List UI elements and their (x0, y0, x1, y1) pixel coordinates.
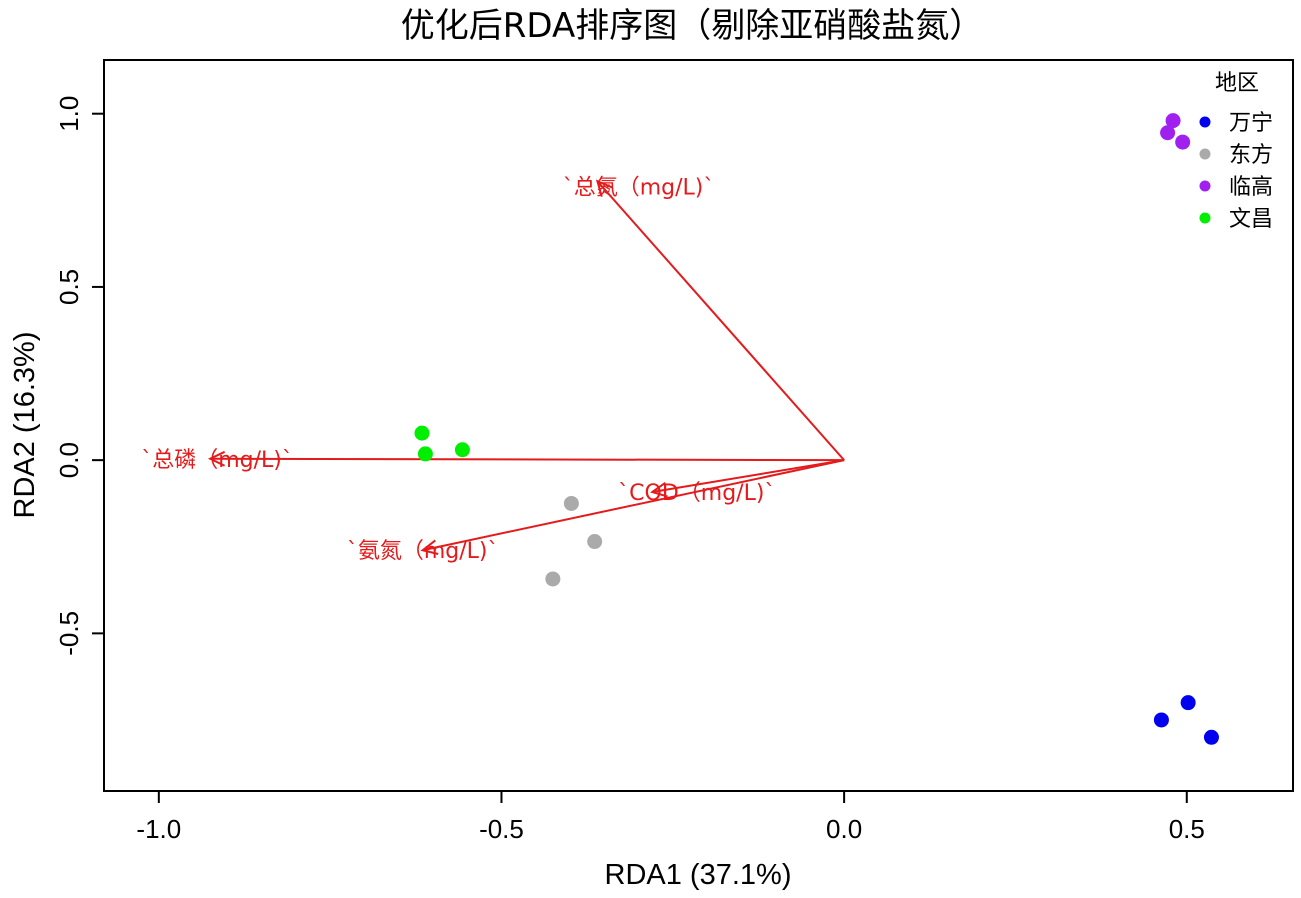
legend-title: 地区 (1215, 71, 1259, 96)
data-point (587, 534, 603, 550)
legend-entry: 万宁 (1229, 111, 1273, 136)
y-tick-label: 0.0 (54, 442, 84, 478)
legend-swatch (1199, 148, 1211, 160)
arrow-line (652, 459, 845, 494)
site-points (414, 113, 1219, 745)
x-tick-label: 0.5 (1169, 814, 1205, 844)
x-tick-label: -1.0 (136, 814, 181, 844)
x-axis: -1.0 -0.5 0.0 0.5 (136, 791, 1205, 844)
legend-swatch (1199, 212, 1211, 224)
legend-entry: 文昌 (1229, 207, 1273, 232)
arrow-label: `氨氮（mg/L)` (347, 539, 499, 564)
arrow-head (420, 539, 439, 555)
y-tick-label: -0.5 (54, 611, 84, 656)
data-point (563, 495, 579, 511)
data-point (1175, 134, 1191, 150)
plot-frame (103, 59, 1294, 792)
arrow-head (595, 179, 613, 197)
x-tick-label: -0.5 (479, 814, 524, 844)
arrow-line (596, 180, 845, 461)
data-point (1153, 712, 1169, 728)
arrow-label: `总磷（mg/L)` (141, 448, 293, 473)
data-point (414, 425, 430, 441)
data-point (1160, 125, 1176, 141)
arrow-head (649, 481, 668, 498)
data-point (545, 571, 561, 587)
data-point (417, 446, 433, 462)
chart-title: 优化后RDA排序图（剔除亚硝酸盐氮） (401, 6, 983, 46)
data-point (1165, 113, 1181, 129)
arrow-label: `COD（mg/L)` (618, 481, 775, 506)
x-tick-label: 0.0 (826, 814, 862, 844)
data-point (1180, 695, 1196, 711)
y-axis-label: RDA2 (16.3%) (9, 332, 41, 519)
arrow-head (207, 450, 226, 467)
data-point (1203, 729, 1219, 745)
x-axis-label: RDA1 (37.1%) (605, 859, 792, 891)
biplot-arrows: `总氮（mg/L)` `总磷（mg/L)` `COD（mg/L)` `氨氮（mg/L)… (141, 175, 845, 564)
legend-swatch (1199, 116, 1211, 128)
y-tick-label: 1.0 (54, 96, 84, 132)
y-axis: -0.5 0.0 0.5 1.0 (54, 96, 104, 656)
legend-entry: 临高 (1229, 175, 1273, 200)
legend-swatch (1199, 180, 1211, 192)
arrow-line (210, 457, 845, 462)
legend-entry: 东方 (1229, 143, 1273, 168)
y-tick-label: 0.5 (54, 269, 84, 305)
arrow-line (422, 459, 845, 552)
data-point (454, 442, 470, 458)
arrow-label: `总氮（mg/L)` (563, 175, 715, 200)
